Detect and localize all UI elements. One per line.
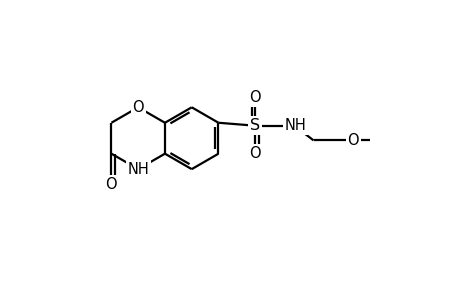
- Text: O: O: [249, 90, 261, 105]
- Text: O: O: [132, 100, 144, 115]
- Text: O: O: [347, 133, 358, 148]
- Text: NH: NH: [127, 162, 149, 177]
- Text: O: O: [249, 146, 261, 161]
- Text: O: O: [106, 177, 117, 192]
- Text: S: S: [250, 118, 260, 133]
- Text: NH: NH: [284, 118, 306, 133]
